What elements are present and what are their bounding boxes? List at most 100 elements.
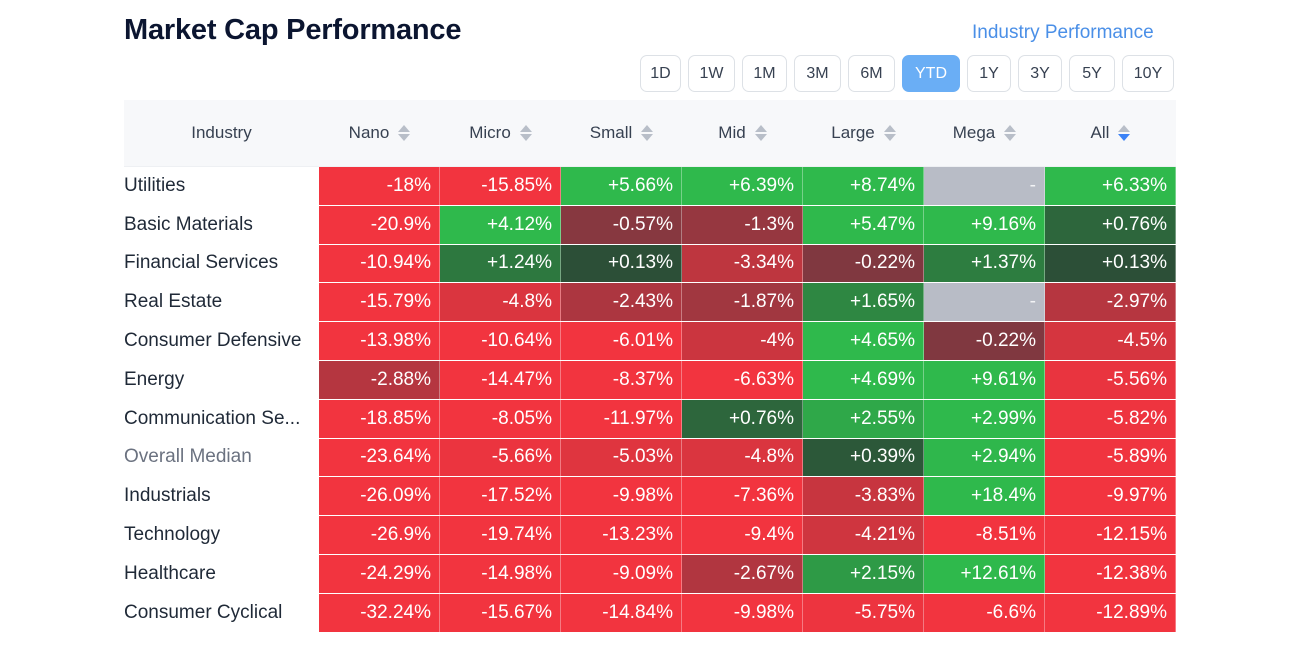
period-selector: 1D 1W 1M 3M 6M YTD 1Y 3Y 5Y 10Y [640,55,1174,92]
performance-cell: -20.9% [319,205,440,244]
performance-cell: -3.34% [682,244,803,283]
table-row: Consumer Cyclical -32.24% -15.67% -14.84% -9… [124,593,1176,633]
performance-cell: -11.97% [561,399,682,438]
performance-cell: -2.88% [319,360,440,399]
performance-cell: -0.22% [803,244,924,283]
period-button-ytd[interactable]: YTD [902,55,960,92]
column-header-industry: Industry [191,123,252,142]
performance-cell: +0.13% [1045,244,1176,283]
performance-cell: -2.97% [1045,283,1176,322]
row-label-industry[interactable]: Energy [124,368,185,390]
table-row: Utilities -18% -15.85% +5.66% +6.39% +8.74% - +… [124,167,1176,206]
performance-cell: -13.98% [319,322,440,360]
row-label-industry[interactable]: Financial Services [124,252,279,274]
column-header-label: Nano [348,123,390,142]
performance-cell: -4.21% [803,516,924,554]
performance-cell: -6.6% [924,593,1045,632]
period-button-10y[interactable]: 10Y [1122,55,1174,92]
performance-cell: +2.55% [803,399,924,438]
performance-cell: -18.85% [319,399,440,438]
performance-cell: -15.67% [440,593,561,632]
performance-cell: -1.87% [682,283,803,322]
period-button-1w[interactable]: 1W [688,55,735,92]
performance-cell: +12.61% [924,554,1045,593]
performance-cell: +1.24% [440,244,561,283]
performance-cell: +0.76% [682,399,803,438]
performance-cell: -5.75% [803,593,924,632]
column-header-all[interactable]: All [1045,100,1176,166]
performance-cell: +4.65% [803,322,924,360]
performance-cell: +0.39% [803,438,924,477]
table-row: Technology -26.9% -19.74% -13.23% -9.4% -4.21… [124,516,1176,555]
performance-cell: -12.89% [1045,593,1176,632]
table-row: Healthcare -24.29% -14.98% -9.09% -2.67% +2.1… [124,554,1176,594]
performance-cell: -4.8% [682,438,803,477]
table-body: Utilities -18% -15.85% +5.66% +6.39% +8.74% - +… [124,167,1176,633]
period-button-3m[interactable]: 3M [794,55,841,92]
performance-cell: +1.37% [924,244,1045,283]
performance-cell: -10.94% [319,244,440,283]
column-header-mega[interactable]: Mega [924,100,1045,166]
performance-cell: -12.38% [1045,554,1176,593]
performance-cell: -8.37% [561,360,682,399]
sort-icon [398,125,411,141]
performance-cell: -14.84% [561,593,682,632]
performance-cell: -13.23% [561,516,682,554]
period-button-1y[interactable]: 1Y [967,55,1011,92]
row-label-industry[interactable]: Utilities [124,174,186,196]
sort-icon [1004,125,1017,141]
table-row: Industrials -26.09% -17.52% -9.98% -7.36% -3.… [124,477,1176,517]
performance-cell: +2.99% [924,399,1045,438]
performance-cell: +1.65% [803,283,924,322]
performance-cell: -5.03% [561,438,682,477]
column-header-nano[interactable]: Nano [319,100,440,166]
table-row: Financial Services -10.94% +1.24% +0.13% -3.… [124,244,1176,284]
sort-icon [883,125,896,141]
industry-performance-link[interactable]: Industry Performance [972,22,1154,43]
performance-cell: -5.56% [1045,360,1176,399]
performance-cell: -9.98% [561,477,682,516]
period-button-1d[interactable]: 1D [640,55,681,92]
performance-cell: -5.89% [1045,438,1176,477]
performance-cell: +2.15% [803,554,924,593]
table-row: Real Estate -15.79% -4.8% -2.43% -1.87% +1.65… [124,283,1176,323]
column-header-small[interactable]: Small [561,100,682,166]
column-header-label: Large [831,123,875,142]
column-header-mid[interactable]: Mid [682,100,803,166]
performance-cell: +0.13% [561,244,682,283]
performance-cell: -0.57% [561,205,682,244]
performance-cell: -9.09% [561,554,682,593]
row-label-industry[interactable]: Basic Materials [124,213,253,235]
performance-cell: -18% [319,167,440,205]
row-label-industry[interactable]: Technology [124,524,221,546]
performance-cell: +4.69% [803,360,924,399]
period-button-3y[interactable]: 3Y [1018,55,1062,92]
performance-cell: +6.33% [1045,167,1176,205]
row-label-industry[interactable]: Consumer Cyclical [124,601,283,623]
performance-cell: -6.63% [682,360,803,399]
table-row: Consumer Defensive -13.98% -10.64% -6.01% -4… [124,322,1176,361]
table-row: Basic Materials -20.9% +4.12% -0.57% -1.3% +5… [124,205,1176,245]
period-button-1m[interactable]: 1M [742,55,787,92]
performance-cell: -4% [682,322,803,360]
sort-desc-icon [1118,125,1131,141]
row-label-industry[interactable]: Real Estate [124,291,223,313]
column-header-large[interactable]: Large [803,100,924,166]
performance-cell: -26.9% [319,516,440,554]
row-label-industry[interactable]: Communication Se... [124,407,301,429]
row-label-industry[interactable]: Healthcare [124,562,216,584]
period-button-6m[interactable]: 6M [848,55,895,92]
column-header-label: Mega [952,123,996,142]
performance-cell: +8.74% [803,167,924,205]
performance-cell: +2.94% [924,438,1045,477]
performance-cell: -0.22% [924,322,1045,360]
row-label-industry[interactable]: Consumer Defensive [124,330,302,352]
row-label-industry[interactable]: Industrials [124,485,211,507]
row-label-median: Overall Median [124,446,252,468]
performance-cell: +18.4% [924,477,1045,516]
period-button-5y[interactable]: 5Y [1069,55,1115,92]
performance-cell: +4.12% [440,205,561,244]
performance-cell: -8.05% [440,399,561,438]
performance-cell: +5.47% [803,205,924,244]
column-header-micro[interactable]: Micro [440,100,561,166]
